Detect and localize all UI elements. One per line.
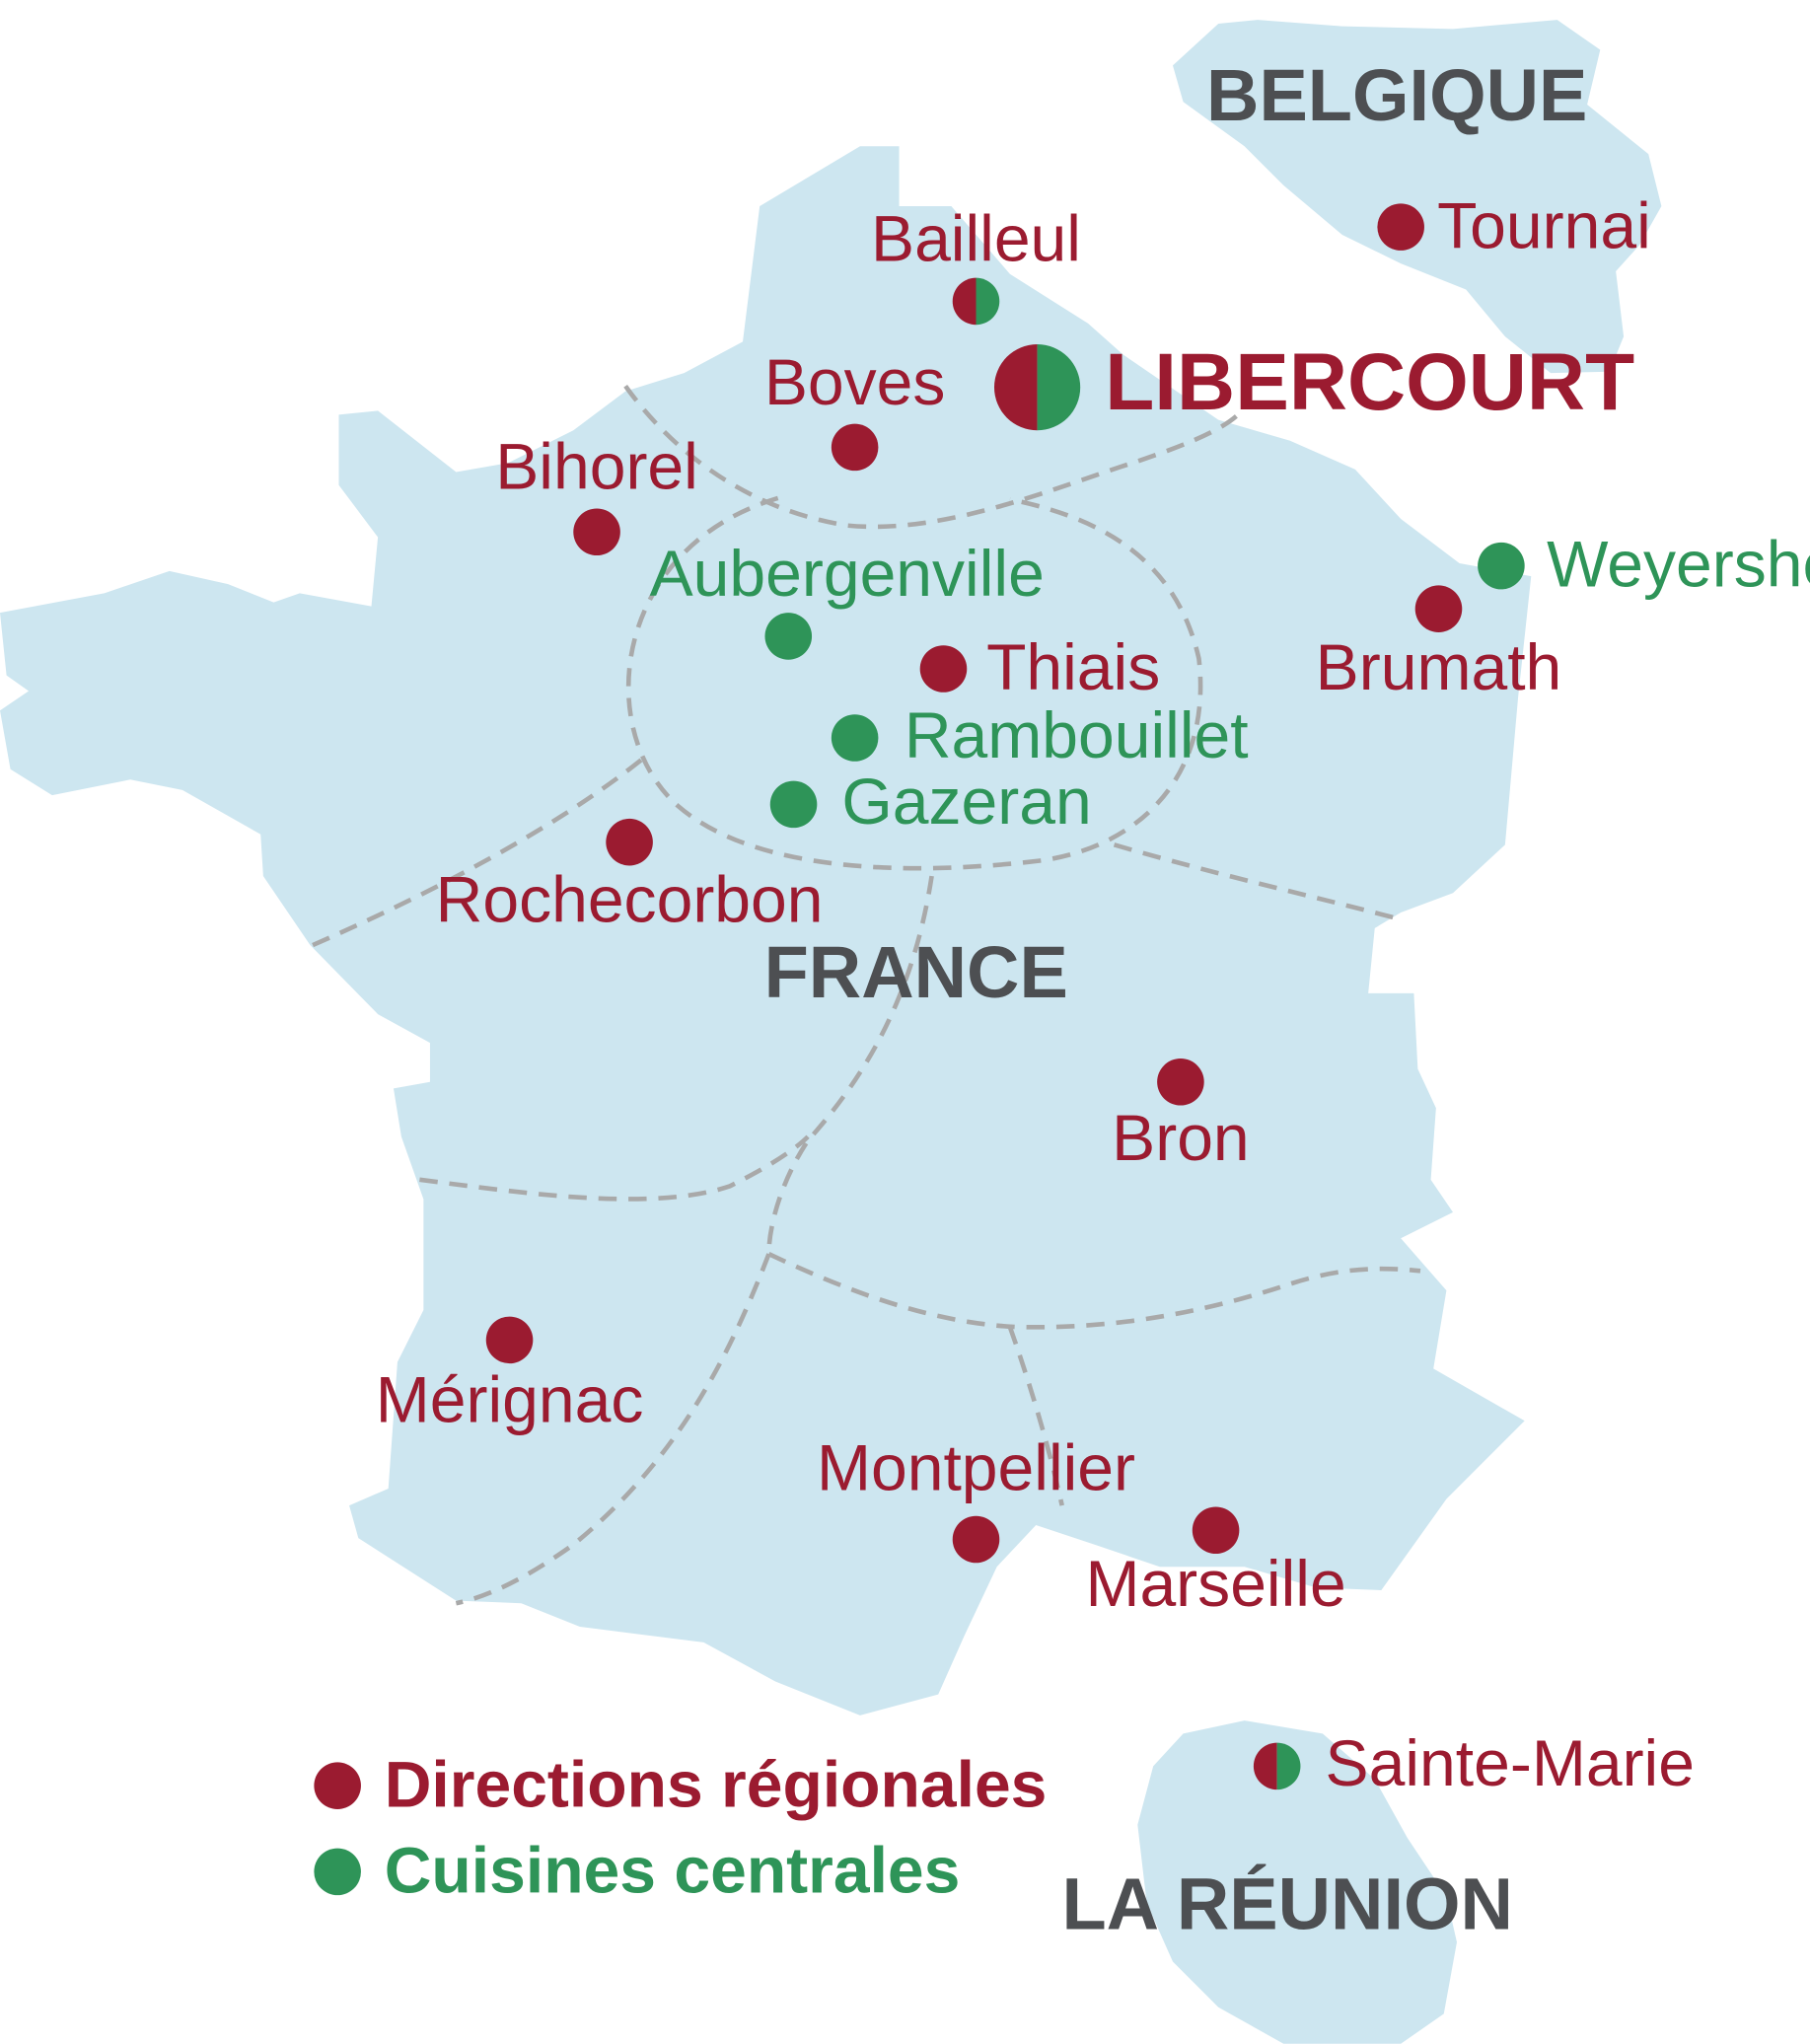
region-border: [766, 875, 934, 1255]
marker-half-directions: [1253, 1742, 1277, 1790]
site-marker-bihorel: [573, 508, 620, 556]
site-marker-thiais: [919, 645, 968, 693]
region-border: [623, 384, 1240, 530]
site-label-weyersheim: Weyersheim: [1547, 528, 1810, 601]
direction-dot: [919, 645, 968, 693]
site-label-merignac: Mérignac: [376, 1363, 644, 1436]
site-markers: [485, 203, 1525, 1790]
site-label-boves: Boves: [764, 345, 946, 418]
site-label-bron: Bron: [1112, 1101, 1250, 1174]
region-border: [767, 1252, 1421, 1330]
site-marker-rochecorbon: [606, 818, 653, 866]
legend: Directions régionales Cuisines centrales: [314, 1747, 1047, 1906]
site-label-bihorel: Bihorel: [495, 430, 698, 503]
site-label-sainte-marie: Sainte-Marie: [1326, 1726, 1695, 1799]
direction-dot: [606, 818, 653, 866]
site-label-rambouillet: Rambouillet: [905, 698, 1249, 771]
marker-half-directions: [993, 344, 1038, 431]
region-border: [625, 495, 1203, 871]
site-label-aubergenville: Aubergenville: [650, 537, 1045, 610]
country-label-belgique: BELGIQUE: [1206, 54, 1587, 136]
site-marker-bron: [1157, 1058, 1204, 1106]
direction-dot: [485, 1316, 534, 1364]
region-border: [419, 1134, 810, 1202]
marker-half-directions: [952, 277, 977, 326]
legend-directions-label: Directions régionales: [385, 1747, 1048, 1820]
region-border: [312, 758, 643, 948]
region-border: [1007, 1326, 1064, 1506]
cuisine-dot: [769, 780, 818, 829]
direction-dot: [1377, 203, 1424, 251]
cuisine-dot: [764, 613, 813, 660]
marker-half-cuisines: [1276, 1742, 1301, 1790]
cuisine-dot: [831, 714, 879, 762]
site-label-bailleul: Bailleul: [871, 201, 1081, 274]
reunion-shape: [1137, 1720, 1457, 2044]
site-marker-tournai: [1377, 203, 1424, 251]
site-label-rochecorbon: Rochecorbon: [436, 862, 824, 935]
site-marker-gazeran: [769, 780, 818, 829]
site-label-marseille: Marseille: [1085, 1547, 1345, 1620]
marker-half-cuisines: [976, 277, 1000, 326]
legend-cuisines-dot: [314, 1848, 361, 1896]
belgium-shape: [1172, 20, 1662, 374]
direction-dot: [1192, 1506, 1240, 1555]
site-labels: BELGIQUE FRANCE LA RÉUNION LIBERCOURT To…: [376, 54, 1810, 1945]
country-label-france: FRANCE: [764, 931, 1068, 1013]
site-marker-headquarters: [993, 344, 1081, 431]
direction-dot: [831, 423, 879, 472]
france-shape: [0, 146, 1532, 1716]
direction-dot: [1414, 585, 1463, 632]
regional-borders: [312, 384, 1421, 1606]
site-label-gazeran: Gazeran: [841, 765, 1091, 838]
site-label-montpellier: Montpellier: [817, 1430, 1135, 1503]
site-marker-montpellier: [952, 1515, 1000, 1564]
marker-half-cuisines: [1037, 344, 1081, 431]
site-label-thiais: Thiais: [986, 630, 1160, 703]
legend-directions-dot: [314, 1762, 361, 1809]
legend-cuisines-label: Cuisines centrales: [385, 1833, 961, 1906]
site-marker-rambouillet: [831, 714, 879, 762]
site-label-tournai: Tournai: [1437, 188, 1651, 261]
site-label-brumath: Brumath: [1316, 630, 1562, 703]
site-marker-sainte-marie: [1253, 1742, 1301, 1790]
site-marker-boves: [831, 423, 879, 472]
site-marker-brumath: [1414, 585, 1463, 632]
site-marker-bailleul: [952, 277, 1000, 326]
region-border: [1113, 842, 1396, 920]
headquarters-label: LIBERCOURT: [1105, 337, 1634, 427]
site-marker-aubergenville: [764, 613, 813, 660]
cuisine-dot: [1478, 542, 1525, 590]
site-marker-merignac: [485, 1316, 534, 1364]
direction-dot: [573, 508, 620, 556]
land-areas: [0, 20, 1662, 2044]
country-label-reunion: LA RÉUNION: [1061, 1862, 1513, 1944]
site-marker-weyersheim: [1478, 542, 1525, 590]
site-marker-marseille: [1192, 1506, 1240, 1555]
direction-dot: [1157, 1058, 1204, 1106]
direction-dot: [952, 1515, 1000, 1564]
